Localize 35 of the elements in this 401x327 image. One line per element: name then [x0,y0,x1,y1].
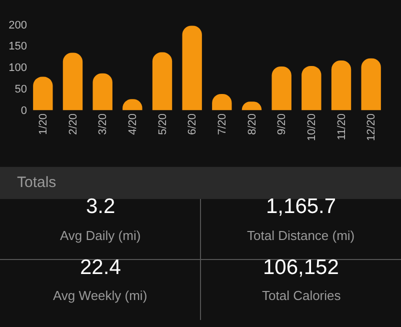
text: Avg Weekly (mi) [53,288,148,303]
y-tick-label: 150 [8,40,27,53]
x-tick-label: 8/20 [246,113,258,135]
bar [182,26,202,110]
bar [331,60,352,110]
x-tick-label: 9/20 [276,113,288,135]
x-tick-label: 10/20 [306,113,318,141]
bar [33,76,53,110]
y-tick-label: 200 [8,19,27,32]
y-tick-label: 100 [8,62,27,74]
text: Total Distance (mi) [247,228,355,243]
text: Totals [17,174,56,191]
x-tick-label: 1/20 [37,113,50,135]
text: 106,152 [263,256,339,279]
x-tick-label: 6/20 [186,113,199,135]
bar [92,73,112,110]
x-tick-label: 12/20 [366,113,378,141]
x-tick-label: 7/20 [216,113,228,135]
bar [361,58,381,110]
bar [272,66,292,110]
text: Total Calories [262,288,342,303]
x-tick-label: 2/20 [67,113,80,135]
bar [302,66,322,110]
text: 1,165.7 [266,195,336,218]
bar [152,52,172,110]
text: 3.2 [86,195,116,218]
y-tick-label: 50 [14,84,27,96]
x-tick-label: 4/20 [126,113,139,135]
text: Avg Daily (mi) [60,228,141,243]
x-tick-label: 3/20 [97,113,110,135]
x-tick-label: 11/20 [336,113,348,140]
bar [62,52,83,110]
y-tick-label: 0 [20,105,27,118]
x-tick-label: 5/20 [156,113,169,135]
text: 22.4 [80,256,122,279]
